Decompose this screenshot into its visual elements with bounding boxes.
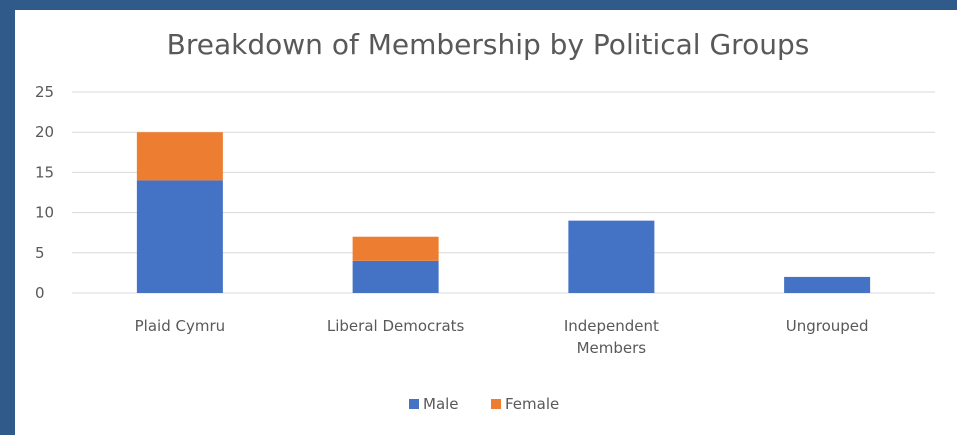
legend-label: Male xyxy=(423,395,459,413)
y-tick-label: 15 xyxy=(35,163,54,181)
x-axis-categories: Plaid Cymru Liberal Democrats Independent M… xyxy=(135,317,869,357)
x-category-line: Liberal Democrats xyxy=(327,317,465,335)
bar-male xyxy=(352,260,439,293)
bar-male xyxy=(568,220,655,293)
y-tick-label: 5 xyxy=(35,244,45,262)
x-category-line: Ungrouped xyxy=(786,317,869,335)
x-category-line: Members xyxy=(577,339,647,357)
y-tick-label: 10 xyxy=(35,204,54,222)
x-category-label: Ungrouped xyxy=(786,317,869,335)
bars xyxy=(136,132,871,293)
y-tick-label: 0 xyxy=(35,284,45,302)
legend-label: Female xyxy=(505,395,559,413)
x-category-line: Independent xyxy=(564,317,659,335)
bar-male xyxy=(784,276,871,293)
legend-swatch xyxy=(491,399,501,409)
x-category-label: Independent Members xyxy=(564,317,659,357)
chart-card: Breakdown of Membership by Political Gro… xyxy=(15,10,957,435)
bar-female xyxy=(136,132,223,181)
legend-swatch xyxy=(409,399,419,409)
y-tick-label: 20 xyxy=(35,123,54,141)
bar-male xyxy=(136,180,223,293)
x-category-label: Plaid Cymru xyxy=(135,317,226,335)
chart-title: Breakdown of Membership by Political Gro… xyxy=(167,28,810,61)
bar-female xyxy=(352,236,439,261)
x-category-label: Liberal Democrats xyxy=(327,317,465,335)
y-axis-ticks: 0 5 10 15 20 25 xyxy=(35,83,54,302)
x-category-line: Plaid Cymru xyxy=(135,317,226,335)
stacked-bar-chart: Breakdown of Membership by Political Gro… xyxy=(35,28,935,413)
window-border xyxy=(0,0,15,435)
legend: Male Female xyxy=(409,395,559,413)
y-tick-label: 25 xyxy=(35,83,54,101)
